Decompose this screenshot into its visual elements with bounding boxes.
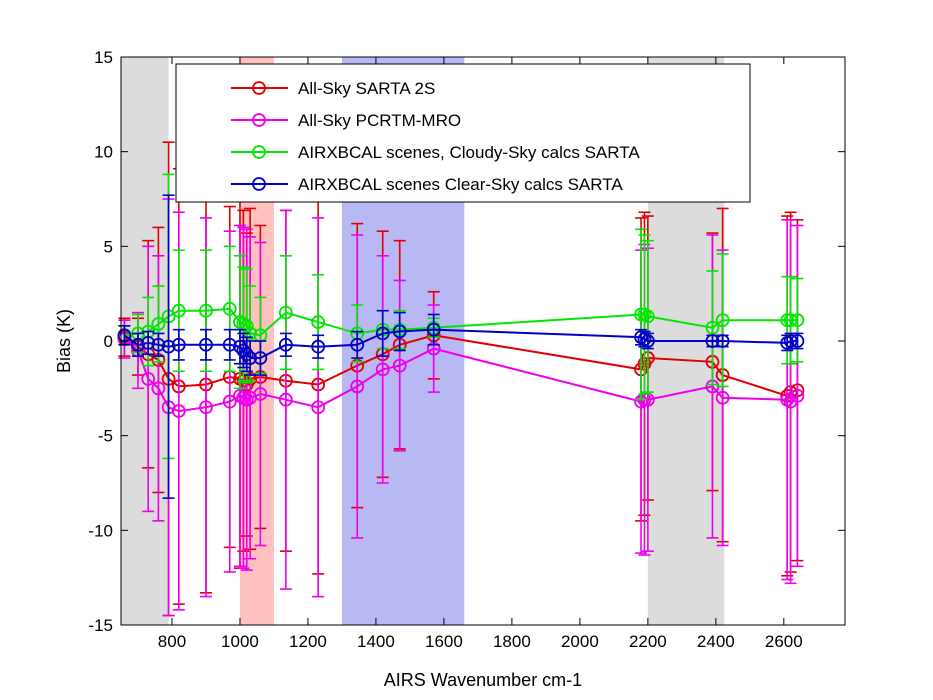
data-point <box>222 301 237 316</box>
data-point <box>278 305 293 320</box>
data-point <box>253 387 268 401</box>
data-point <box>311 339 326 354</box>
legend-item-all-sky-sarta-2s: All-Sky SARTA 2S <box>231 79 435 98</box>
legend-marker <box>252 145 266 159</box>
x-tick-label: 1800 <box>493 632 531 651</box>
data-point <box>151 337 166 352</box>
data-point <box>375 326 390 341</box>
axis-ticks: 800 1000 1200 1400 1600 1800 2000 2200 2400 2600 -… <box>88 48 845 651</box>
x-tick-label: 800 <box>158 632 186 651</box>
data-point <box>640 334 655 348</box>
y-tick-label: 5 <box>104 237 113 256</box>
legend-item-airxbcal-scenes-clear-sky-calcs-sarta: AIRXBCAL scenes Clear-Sky calcs SARTA <box>231 175 623 194</box>
data-point <box>199 337 213 352</box>
x-axis-label: AIRS Wavenumber cm-1 <box>384 670 582 690</box>
series-line <box>123 338 799 413</box>
series-line <box>123 328 798 359</box>
x-tick-label: 2400 <box>697 632 735 651</box>
y-tick-label: -15 <box>88 616 113 635</box>
legend-item-airxbcal-scenes-cloudy-sky-calcs-sarta: AIRXBCAL scenes, Cloudy-Sky calcs SARTA <box>231 143 640 162</box>
x-tick-label: 1000 <box>221 632 259 651</box>
data-point <box>783 313 798 328</box>
x-tick-label: 1400 <box>357 632 395 651</box>
data-point <box>705 320 720 335</box>
data-point <box>171 404 186 418</box>
data-point <box>253 351 268 365</box>
data-point <box>239 318 254 333</box>
data-point <box>171 303 186 318</box>
y-tick-label: 10 <box>94 143 113 162</box>
data-point <box>715 313 730 328</box>
data-point <box>243 351 258 365</box>
legend-label: AIRXBCAL scenes, Cloudy-Sky calcs SARTA <box>298 143 640 162</box>
data-point <box>171 337 186 352</box>
legend-marker <box>252 177 266 191</box>
series-airxbcal-scenes-clear-sky-calcs-sarta <box>117 194 805 499</box>
data-point <box>705 334 720 348</box>
data-point <box>640 309 655 324</box>
data-point <box>151 381 166 396</box>
data-point <box>278 392 293 407</box>
legend-marker <box>252 113 266 127</box>
data-point <box>311 315 326 329</box>
data-point <box>233 339 247 354</box>
data-point <box>426 322 441 337</box>
y-tick-label: -5 <box>98 427 113 446</box>
data-point <box>375 362 390 377</box>
data-point <box>161 339 176 354</box>
data-point <box>236 343 251 358</box>
data-point <box>790 389 805 403</box>
data-point <box>392 358 407 373</box>
series-airxbcal-scenes-cloudy-sky-calcs-sarta <box>117 173 805 460</box>
x-tick-label: 2200 <box>629 632 667 651</box>
x-tick-label: 1200 <box>289 632 327 651</box>
data-point <box>790 334 805 348</box>
data-point <box>151 317 166 331</box>
data-point <box>222 337 237 352</box>
data-point <box>350 337 365 352</box>
data-point <box>311 400 326 415</box>
data-point <box>199 400 213 415</box>
data-point <box>715 390 730 405</box>
data-point <box>222 394 237 409</box>
legend-marker <box>252 81 266 95</box>
data-point <box>278 337 293 352</box>
data-point <box>783 334 798 348</box>
data-point <box>392 324 407 339</box>
data-point <box>141 335 156 350</box>
series-line <box>124 307 798 337</box>
data-point <box>141 371 156 386</box>
data-point <box>131 337 145 352</box>
y-tick-label: 0 <box>104 332 113 351</box>
data-point <box>715 334 730 348</box>
data-point <box>790 313 805 328</box>
x-tick-label: 1600 <box>425 632 463 651</box>
data-point <box>350 379 365 394</box>
legend-item-all-sky-pcrtm-mro: All-Sky PCRTM-MRO <box>231 111 461 130</box>
data-point <box>239 347 254 362</box>
legend-label: All-Sky PCRTM-MRO <box>298 111 461 130</box>
series-layer <box>117 141 805 617</box>
y-tick-label: 15 <box>94 48 113 67</box>
legend-label: All-Sky SARTA 2S <box>298 79 435 98</box>
x-tick-label: 2000 <box>561 632 599 651</box>
y-tick-label: -10 <box>88 521 113 540</box>
legend: All-Sky SARTA 2S All-Sky PCRTM-MRO AIRXBCA… <box>175 63 751 203</box>
y-axis-label: Bias (K) <box>54 309 74 373</box>
legend-label: AIRXBCAL scenes Clear-Sky calcs SARTA <box>298 175 623 194</box>
data-point <box>199 303 213 318</box>
x-tick-label: 2600 <box>765 632 803 651</box>
